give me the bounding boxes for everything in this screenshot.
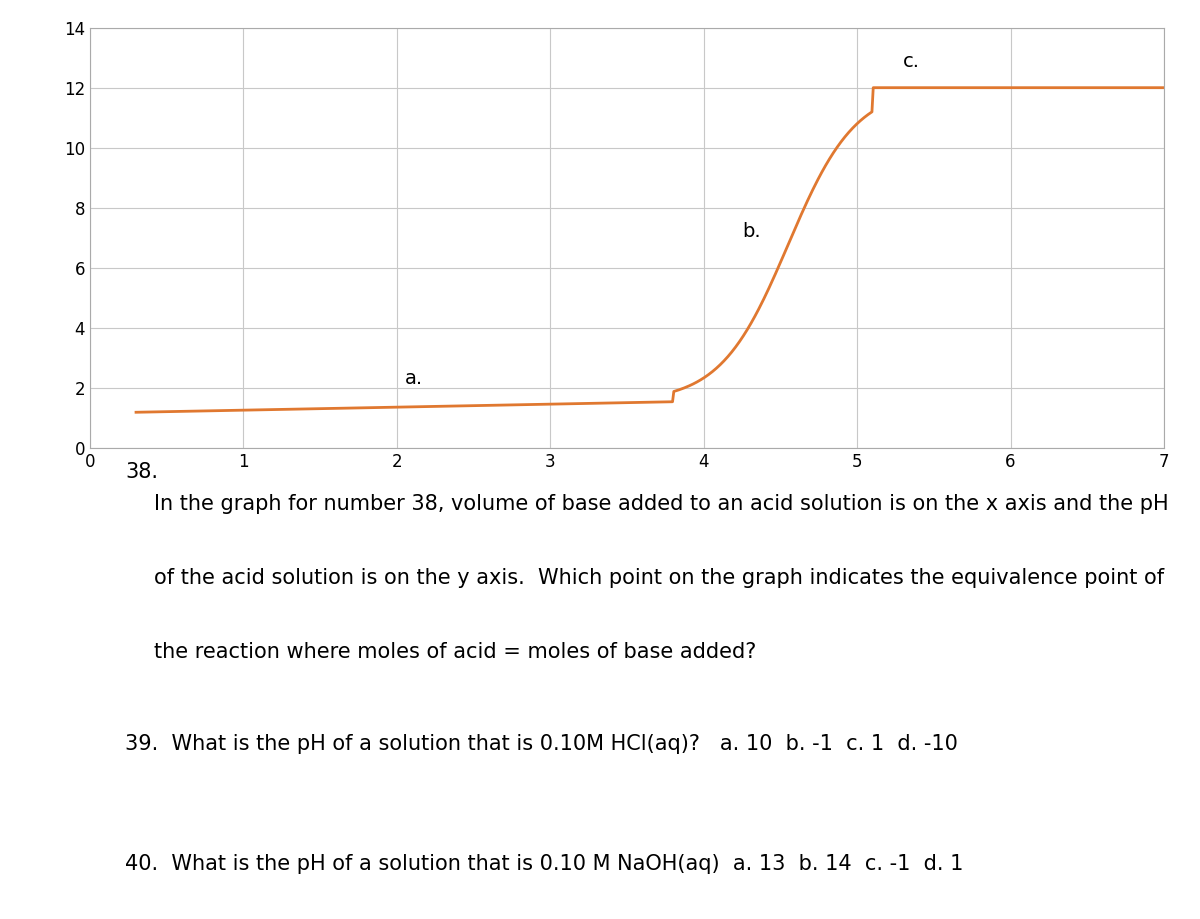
Text: b.: b.	[742, 222, 761, 241]
Text: 39.  What is the pH of a solution that is 0.10M HCl(aq)?   a. 10  b. -1  c. 1  d: 39. What is the pH of a solution that is…	[126, 734, 959, 754]
Text: a.: a.	[404, 369, 422, 388]
Text: 40.  What is the pH of a solution that is 0.10 M NaOH(aq)  a. 13  b. 14  c. -1  : 40. What is the pH of a solution that is…	[126, 855, 964, 875]
Text: 38.: 38.	[126, 462, 158, 482]
Text: of the acid solution is on the y axis.  Which point on the graph indicates the e: of the acid solution is on the y axis. W…	[155, 568, 1164, 588]
Text: c.: c.	[904, 52, 920, 71]
Text: the reaction where moles of acid = moles of base added?: the reaction where moles of acid = moles…	[155, 642, 757, 663]
Text: In the graph for number 38, volume of base added to an acid solution is on the x: In the graph for number 38, volume of ba…	[155, 494, 1169, 515]
